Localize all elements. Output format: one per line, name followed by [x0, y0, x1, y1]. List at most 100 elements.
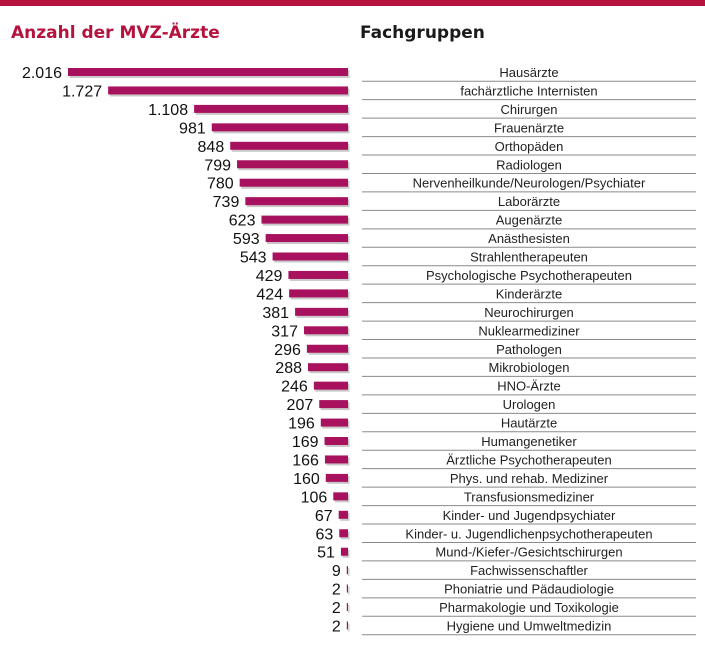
category-label-24: Kinder- und Jugendpsychiater: [443, 508, 616, 523]
bar-18: [319, 400, 348, 409]
category-label-27: Fachwissenschaftler: [470, 563, 588, 578]
value-label-6: 780: [207, 176, 234, 193]
value-label-10: 543: [240, 250, 267, 267]
value-label-19: 196: [288, 416, 315, 433]
bar-26: [340, 547, 348, 556]
category-label-25: Kinder- u. Jugendlichenpsychotherapeuten: [405, 526, 652, 541]
bar-27: [346, 566, 348, 575]
value-label-11: 429: [256, 268, 283, 285]
category-label-30: Hygiene und Umweltmedizin: [447, 619, 612, 634]
value-label-20: 169: [292, 434, 319, 451]
value-label-12: 424: [256, 286, 283, 303]
value-label-27: 9: [332, 563, 341, 580]
category-label-4: Orthopäden: [495, 139, 564, 154]
bar-15: [306, 344, 348, 353]
bar-17: [313, 381, 348, 390]
bar-shadow: [348, 568, 350, 577]
category-label-6: Nervenheilkunde/Neurologen/Psychiater: [413, 176, 646, 191]
bar-20: [324, 437, 348, 445]
bar-13: [295, 307, 348, 316]
bar-1: [108, 86, 348, 95]
category-column-title: Fachgruppen: [360, 23, 485, 43]
bar-5: [237, 160, 348, 169]
value-label-1: 1.727: [62, 83, 102, 100]
category-label-9: Anästhesisten: [488, 231, 570, 246]
category-label-0: Hausärzte: [499, 65, 558, 80]
category-label-11: Psychologische Psychotherapeuten: [426, 268, 632, 283]
category-label-20: Humangenetiker: [481, 434, 577, 449]
category-label-19: Hautärzte: [501, 416, 557, 431]
value-label-0: 2.016: [22, 65, 62, 82]
value-label-21: 166: [292, 452, 319, 469]
category-label-28: Phoniatrie und Pädaudiologie: [444, 582, 614, 597]
value-label-9: 593: [233, 231, 260, 248]
bar-7: [245, 197, 348, 206]
category-label-26: Mund-/Kiefer-/Gesichtschirurgen: [435, 545, 622, 560]
value-label-5: 799: [204, 157, 231, 174]
value-label-17: 246: [281, 379, 308, 396]
value-label-30: 2: [332, 619, 341, 636]
category-label-13: Neurochirurgen: [484, 305, 574, 320]
category-label-3: Frauenärzte: [494, 120, 564, 135]
bar-16: [308, 363, 348, 372]
category-label-29: Pharmakologie und Toxikologie: [439, 600, 619, 615]
bar-22: [325, 473, 348, 482]
bar-4: [230, 141, 348, 150]
category-label-12: Kinderärzte: [496, 286, 562, 301]
value-label-23: 106: [301, 489, 328, 506]
bar-28: [346, 584, 348, 593]
value-label-4: 848: [198, 139, 225, 156]
bar-30: [346, 621, 348, 630]
bar-12: [289, 289, 348, 298]
bar-8: [261, 215, 348, 224]
category-label-5: Radiologen: [496, 157, 562, 172]
bar-14: [303, 326, 348, 335]
value-label-13: 381: [262, 305, 289, 322]
value-label-28: 2: [332, 582, 341, 599]
value-column-title: Anzahl der MVZ-Ärzte: [11, 23, 220, 43]
bar-11: [288, 270, 348, 279]
value-label-26: 51: [317, 545, 335, 562]
category-label-2: Chirurgen: [500, 102, 557, 117]
bar-21: [324, 455, 348, 464]
category-label-14: Nuklearmediziner: [478, 323, 580, 338]
value-label-29: 2: [332, 600, 341, 617]
bar-23: [333, 492, 348, 501]
category-label-21: Ärztliche Psychotherapeuten: [446, 452, 611, 467]
value-label-3: 981: [179, 120, 206, 137]
bar-10: [272, 252, 348, 261]
value-label-24: 67: [315, 508, 333, 525]
category-label-15: Pathologen: [496, 342, 562, 357]
top-accent-rule: [0, 0, 705, 6]
category-label-17: HNO-Ärzte: [497, 379, 561, 394]
bar-shadow: [348, 605, 350, 614]
bar-2: [194, 104, 348, 113]
category-label-22: Phys. und rehab. Mediziner: [450, 471, 609, 486]
category-label-18: Urologen: [503, 397, 556, 412]
category-label-7: Laborärzte: [498, 194, 560, 209]
value-label-8: 623: [229, 213, 256, 230]
bar-9: [265, 234, 348, 243]
bar-25: [339, 529, 348, 538]
category-label-23: Transfusionsmediziner: [464, 489, 595, 504]
bar-3: [211, 123, 348, 132]
category-label-16: Mikrobiologen: [489, 360, 570, 375]
bar-24: [338, 510, 348, 519]
bar-29: [346, 603, 348, 612]
bar-0: [68, 68, 348, 76]
value-label-18: 207: [287, 397, 314, 414]
bar-shadow: [348, 586, 350, 595]
category-label-1: fachärztliche Internisten: [460, 83, 597, 98]
category-label-10: Strahlentherapeuten: [470, 250, 588, 265]
bar-19: [320, 418, 348, 427]
value-label-14: 317: [271, 323, 298, 340]
value-label-22: 160: [293, 471, 320, 488]
value-label-7: 739: [213, 194, 240, 211]
value-label-2: 1.108: [148, 102, 188, 119]
bar-shadow: [348, 623, 350, 632]
value-label-15: 296: [274, 342, 301, 359]
category-label-8: Augenärzte: [496, 213, 563, 228]
value-label-25: 63: [315, 526, 333, 543]
value-label-16: 288: [275, 360, 302, 377]
